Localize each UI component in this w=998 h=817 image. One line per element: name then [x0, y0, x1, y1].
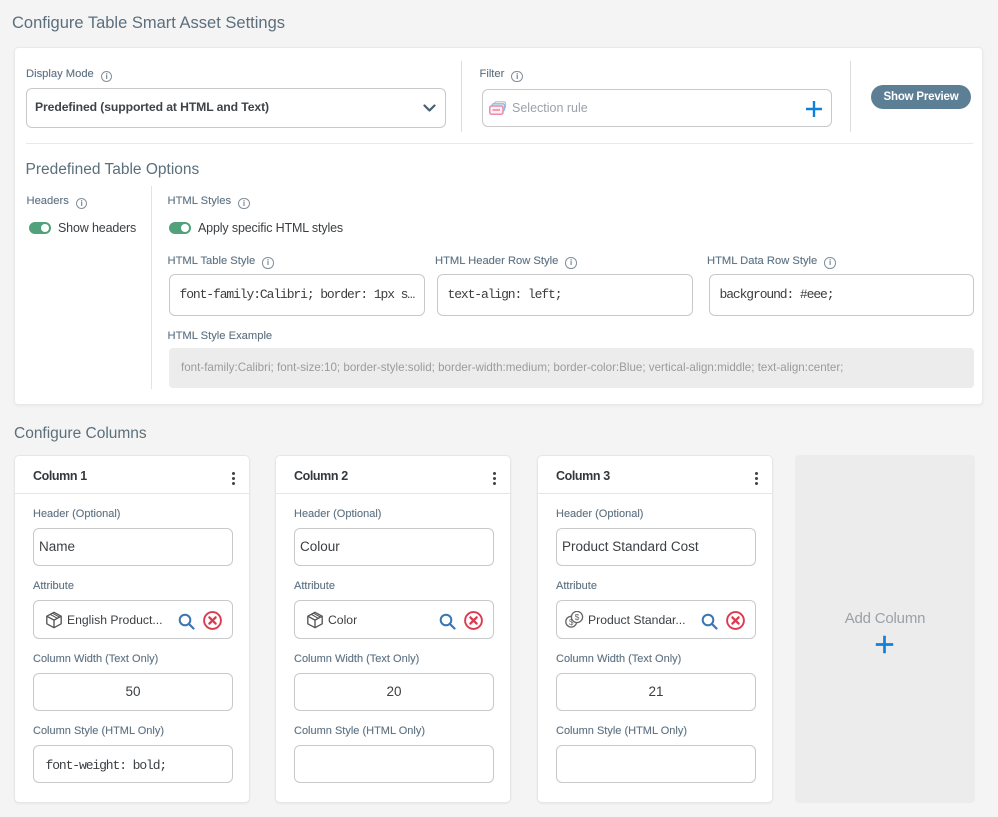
svg-text:$: $ [575, 612, 580, 622]
svg-text:$: $ [569, 618, 574, 627]
